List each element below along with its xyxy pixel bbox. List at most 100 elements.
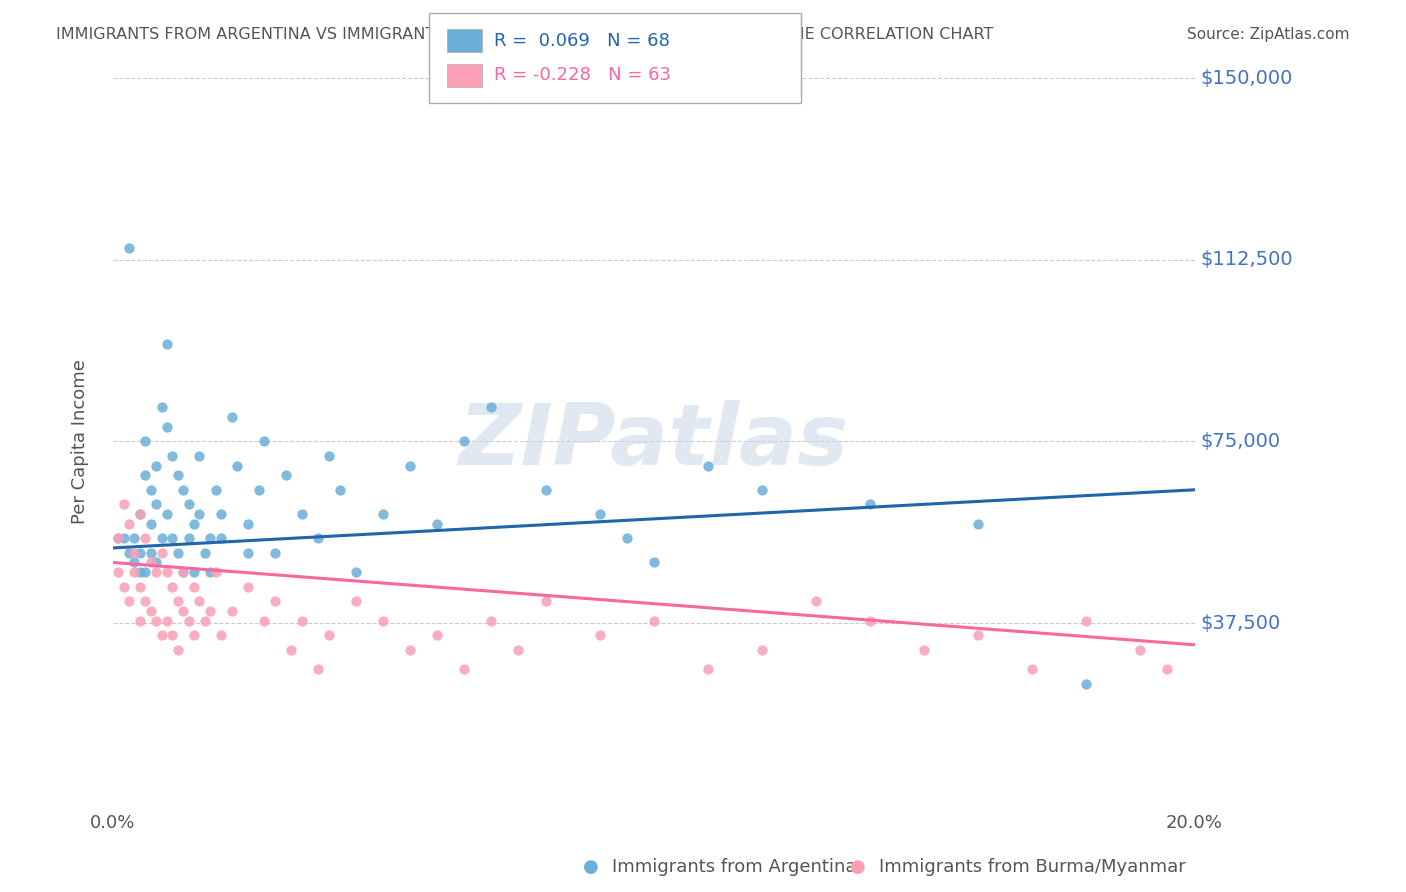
Text: Immigrants from Argentina: Immigrants from Argentina bbox=[612, 858, 856, 876]
Point bbox=[221, 410, 243, 425]
Point bbox=[172, 483, 194, 497]
Point bbox=[172, 604, 194, 618]
Point bbox=[534, 594, 557, 608]
Point bbox=[253, 434, 276, 449]
Point bbox=[166, 594, 188, 608]
Text: ●: ● bbox=[849, 858, 866, 876]
Point bbox=[751, 642, 773, 657]
Point bbox=[112, 497, 135, 511]
Text: Source: ZipAtlas.com: Source: ZipAtlas.com bbox=[1187, 27, 1350, 42]
Point bbox=[274, 468, 297, 483]
Point bbox=[128, 565, 150, 579]
Point bbox=[112, 531, 135, 545]
Point bbox=[139, 516, 162, 531]
Point bbox=[156, 614, 179, 628]
Point bbox=[139, 483, 162, 497]
Point bbox=[200, 565, 222, 579]
Point bbox=[162, 531, 184, 545]
Point bbox=[967, 628, 990, 642]
Point bbox=[236, 516, 259, 531]
Point bbox=[166, 546, 188, 560]
Point bbox=[291, 507, 314, 521]
Point bbox=[534, 483, 557, 497]
Point bbox=[643, 556, 665, 570]
Point bbox=[1021, 662, 1043, 676]
Point bbox=[139, 556, 162, 570]
Point bbox=[162, 449, 184, 463]
Point bbox=[150, 531, 173, 545]
Point bbox=[188, 449, 211, 463]
Y-axis label: Per Capita Income: Per Capita Income bbox=[72, 359, 89, 524]
Point bbox=[209, 628, 232, 642]
Point bbox=[253, 614, 276, 628]
Text: $150,000: $150,000 bbox=[1199, 69, 1292, 87]
Point bbox=[118, 594, 141, 608]
Point bbox=[166, 468, 188, 483]
Point bbox=[134, 565, 156, 579]
Point bbox=[128, 507, 150, 521]
Point bbox=[156, 419, 179, 434]
Point bbox=[145, 497, 167, 511]
Point bbox=[481, 614, 503, 628]
Point bbox=[107, 565, 129, 579]
Text: $112,500: $112,500 bbox=[1199, 250, 1292, 269]
Point bbox=[162, 580, 184, 594]
Point bbox=[1076, 614, 1098, 628]
Point bbox=[209, 507, 232, 521]
Text: ●: ● bbox=[582, 858, 599, 876]
Point bbox=[200, 604, 222, 618]
Point bbox=[183, 580, 205, 594]
Point bbox=[1129, 642, 1152, 657]
Point bbox=[156, 565, 179, 579]
Point bbox=[236, 546, 259, 560]
Point bbox=[344, 565, 367, 579]
Point bbox=[804, 594, 827, 608]
Point bbox=[280, 642, 302, 657]
Point bbox=[200, 531, 222, 545]
Text: $75,000: $75,000 bbox=[1199, 432, 1279, 450]
Point bbox=[134, 594, 156, 608]
Point bbox=[145, 458, 167, 473]
Point bbox=[751, 483, 773, 497]
Point bbox=[166, 642, 188, 657]
Point bbox=[150, 628, 173, 642]
Point bbox=[426, 516, 449, 531]
Point bbox=[124, 565, 146, 579]
Point bbox=[307, 662, 329, 676]
Point bbox=[204, 483, 226, 497]
Point bbox=[118, 241, 141, 255]
Point bbox=[150, 546, 173, 560]
Point bbox=[588, 507, 610, 521]
Point bbox=[145, 614, 167, 628]
Point bbox=[453, 662, 475, 676]
Point bbox=[156, 507, 179, 521]
Point bbox=[399, 458, 422, 473]
Text: R =  0.069   N = 68: R = 0.069 N = 68 bbox=[494, 31, 669, 50]
Point bbox=[177, 614, 200, 628]
Point bbox=[236, 580, 259, 594]
Text: IMMIGRANTS FROM ARGENTINA VS IMMIGRANTS FROM BURMA/MYANMAR PER CAPITA INCOME COR: IMMIGRANTS FROM ARGENTINA VS IMMIGRANTS … bbox=[56, 27, 994, 42]
Point bbox=[128, 507, 150, 521]
Point bbox=[426, 628, 449, 642]
Point bbox=[221, 604, 243, 618]
Point bbox=[145, 565, 167, 579]
Point bbox=[643, 614, 665, 628]
Point bbox=[177, 531, 200, 545]
Point bbox=[1156, 662, 1178, 676]
Point bbox=[399, 642, 422, 657]
Point bbox=[172, 565, 194, 579]
Text: R = -0.228   N = 63: R = -0.228 N = 63 bbox=[494, 66, 671, 85]
Point bbox=[183, 628, 205, 642]
Point bbox=[859, 497, 882, 511]
Point bbox=[453, 434, 475, 449]
Point bbox=[145, 556, 167, 570]
Point bbox=[1076, 676, 1098, 690]
Point bbox=[616, 531, 638, 545]
Point bbox=[134, 468, 156, 483]
Point bbox=[107, 531, 129, 545]
Point bbox=[373, 614, 395, 628]
Point bbox=[118, 546, 141, 560]
Point bbox=[696, 458, 718, 473]
Point bbox=[134, 531, 156, 545]
Point bbox=[188, 594, 211, 608]
